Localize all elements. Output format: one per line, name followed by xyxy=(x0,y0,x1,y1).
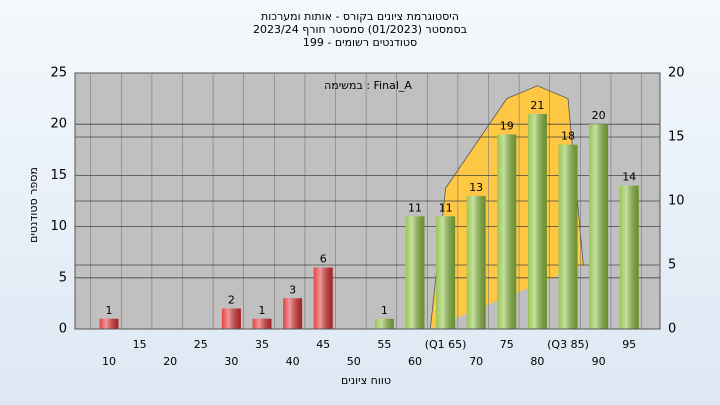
bar-shine xyxy=(619,185,639,329)
y-tick-label: 25 xyxy=(50,66,67,81)
chart-subtitle: בסמסטר (01/2023) סמסטר חורף 2023/24 xyxy=(253,23,467,36)
value-label: 1 xyxy=(106,304,113,317)
value-label: 1 xyxy=(259,304,266,317)
x-tick-label: 95 xyxy=(622,338,636,351)
x-tick-label: 25 xyxy=(194,338,208,351)
x-tick-label: 90 xyxy=(592,355,606,368)
x-tick-label: 80 xyxy=(530,355,544,368)
value-label: 14 xyxy=(622,171,636,184)
x-tick-label: 20 xyxy=(163,355,177,368)
y-axis-label: מספר סטודנטים xyxy=(27,167,40,243)
bar-shine xyxy=(466,195,486,329)
bar-shine xyxy=(221,308,241,329)
x-tick-label: (Q1 65) xyxy=(425,338,467,351)
value-label: 11 xyxy=(408,201,422,214)
y-tick-label: 20 xyxy=(50,117,67,132)
chart-subtitle: סטודנטים רשומים - 199 xyxy=(303,36,417,49)
y-tick-label: 10 xyxy=(50,219,67,234)
value-label: 19 xyxy=(500,119,514,132)
x-tick-label: 35 xyxy=(255,338,269,351)
bar-shine xyxy=(99,318,119,329)
value-label: 3 xyxy=(289,283,296,296)
x-tick-label: 60 xyxy=(408,355,422,368)
x-axis-label: טווח ציונים xyxy=(341,374,391,387)
x-tick-label: 70 xyxy=(469,355,483,368)
value-label: 2 xyxy=(228,294,235,307)
value-label: 1 xyxy=(381,304,388,317)
bar-shine xyxy=(558,144,578,329)
value-label: 18 xyxy=(561,130,575,143)
x-tick-label: 15 xyxy=(133,338,147,351)
bar-shine xyxy=(252,318,272,329)
bar-shine xyxy=(405,216,425,329)
bar-shine xyxy=(589,124,609,329)
y2-tick-label: 5 xyxy=(668,258,676,273)
bar-shine xyxy=(283,298,303,329)
bar-shine xyxy=(313,267,333,329)
y2-tick-label: 10 xyxy=(668,194,685,209)
bar-shine xyxy=(374,318,394,329)
x-tick-label: 55 xyxy=(377,338,391,351)
bar-shine xyxy=(436,216,456,329)
value-label: 20 xyxy=(592,109,606,122)
value-label: 6 xyxy=(320,253,327,266)
x-tick-label: 40 xyxy=(286,355,300,368)
x-tick-label: (Q3 85) xyxy=(547,338,589,351)
annotation: במשימה : Final_A xyxy=(324,79,412,92)
x-tick-label: 10 xyxy=(102,355,116,368)
y2-tick-label: 20 xyxy=(668,66,685,81)
y2-tick-label: 15 xyxy=(668,130,685,145)
x-tick-label: 45 xyxy=(316,338,330,351)
value-label: 21 xyxy=(530,99,544,112)
chart-title: היסטוגרמת ציונים בקורס - אותות ומערכות xyxy=(261,10,459,23)
y-tick-label: 5 xyxy=(59,270,67,285)
y-tick-label: 0 xyxy=(59,322,67,337)
y2-tick-label: 0 xyxy=(668,322,676,337)
value-label: 11 xyxy=(439,201,453,214)
x-tick-label: 50 xyxy=(347,355,361,368)
y-tick-label: 15 xyxy=(50,168,67,183)
plot-border xyxy=(74,72,661,330)
bar-shine xyxy=(497,134,517,329)
bar-shine xyxy=(527,113,547,330)
x-tick-label: 75 xyxy=(500,338,514,351)
value-label: 13 xyxy=(469,181,483,194)
x-tick-label: 30 xyxy=(224,355,238,368)
